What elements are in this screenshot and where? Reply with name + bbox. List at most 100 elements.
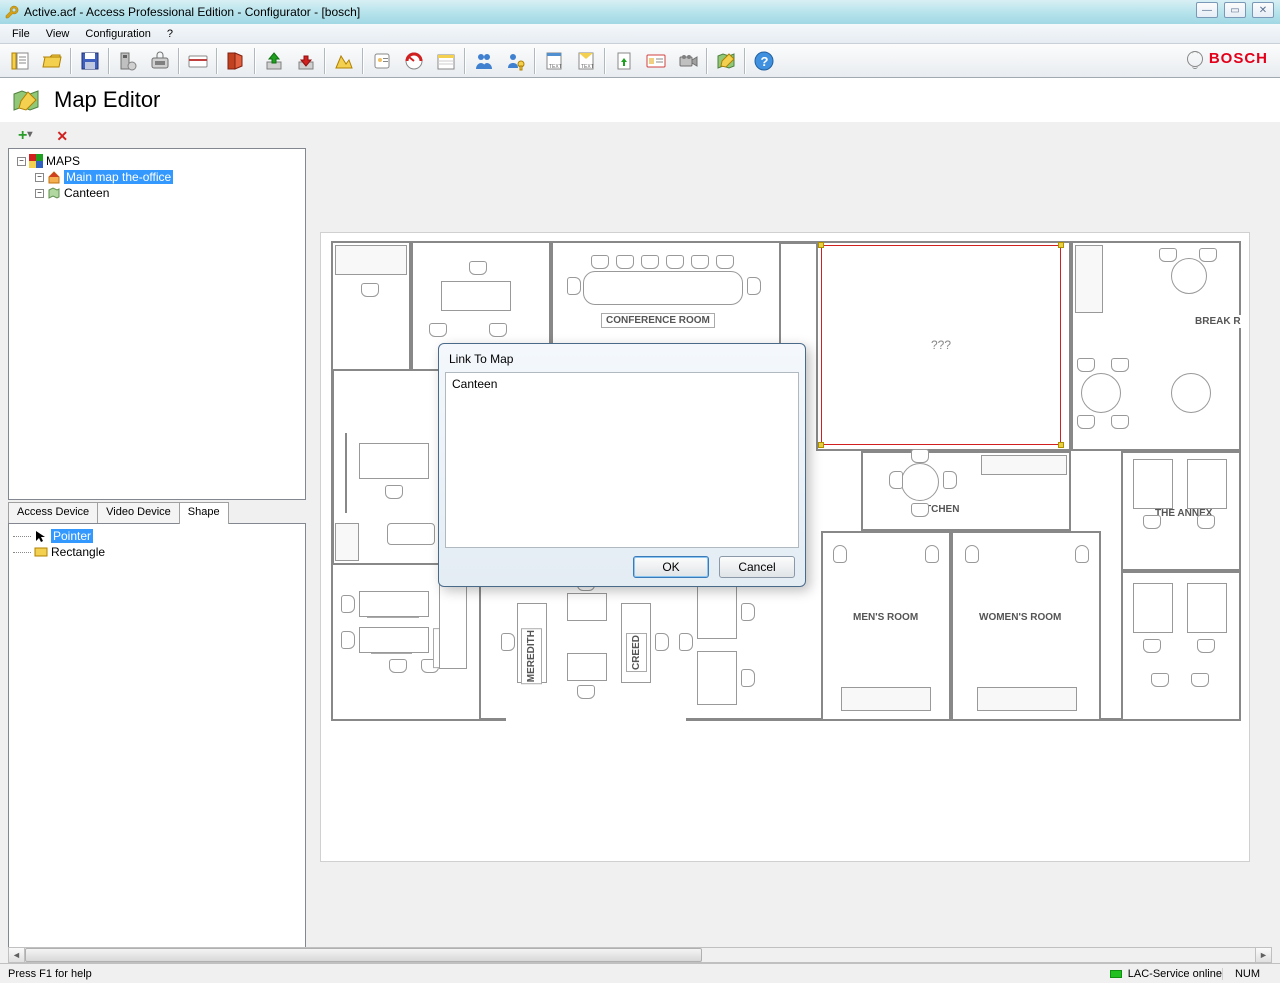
window-controls: — ▭ ✕ [1196,2,1274,18]
status-help: Press F1 for help [8,968,92,980]
log1-icon[interactable]: TEXT [539,47,569,75]
tree-item-label: Main map the-office [64,170,173,184]
svg-text:TEXT: TEXT [549,64,562,70]
room-mens: MEN'S ROOM [849,611,922,624]
room-break: BREAK R [1191,315,1245,328]
shape-rectangle[interactable]: Rectangle [13,544,301,560]
shape-list[interactable]: Pointer Rectangle [8,523,306,959]
tabs: Access Device Video Device Shape [8,502,306,524]
map-pin-icon [47,186,61,200]
resize-handle[interactable] [818,442,824,448]
room-conference: CONFERENCE ROOM [601,313,715,328]
save-icon[interactable] [75,47,105,75]
room-meredith: MEREDITH [521,628,542,684]
gauge-icon[interactable] [399,47,429,75]
doc-up-icon[interactable] [609,47,639,75]
dialog-option[interactable]: Canteen [452,377,792,391]
app-icon [4,4,20,20]
tree-item-main[interactable]: − Main map the-office [13,169,301,185]
menu-file[interactable]: File [4,26,38,42]
rectangle-icon [34,545,48,559]
upload-icon[interactable] [259,47,289,75]
help-icon[interactable]: ? [749,47,779,75]
expander-icon[interactable]: − [35,173,44,182]
expander-icon[interactable]: − [17,157,26,166]
dialog-title: Link To Map [445,350,799,372]
shape-pointer[interactable]: Pointer [13,528,301,544]
maximize-button[interactable]: ▭ [1224,2,1246,18]
menu-view[interactable]: View [38,26,78,42]
tree-root-label: MAPS [46,154,80,168]
calendar-icon[interactable] [431,47,461,75]
service-led-icon [1110,970,1122,978]
selection-rectangle[interactable]: ??? [821,245,1061,445]
status-service: LAC-Service online [1128,968,1222,980]
scroll-thumb[interactable] [25,948,702,962]
minimize-button[interactable]: — [1196,2,1218,18]
svg-text:TEXT: TEXT [581,64,594,70]
tab-video-device[interactable]: Video Device [97,502,180,524]
horizontal-scrollbar[interactable]: ◄ ► [8,947,1272,963]
resize-handle[interactable] [1058,442,1064,448]
scroll-right-icon[interactable]: ► [1255,948,1271,962]
tree-item-label: Canteen [64,186,109,200]
tree-root[interactable]: − MAPS [13,153,301,169]
shape-label: Pointer [51,529,93,543]
map-edit-icon[interactable] [711,47,741,75]
log2-icon[interactable]: TEXT [571,47,601,75]
tree-item-canteen[interactable]: − Canteen [13,185,301,201]
reader-icon[interactable] [145,47,175,75]
left-pane: +▾ ✕ − MAPS − Main map the-office − Cant… [0,122,310,963]
resize-handle[interactable] [818,242,824,248]
dialog-list[interactable]: Canteen [445,372,799,548]
area-icon[interactable] [329,47,359,75]
map-tree[interactable]: − MAPS − Main map the-office − Canteen [8,148,306,500]
main-toolbar: TEXT TEXT ? BOSCH [0,44,1280,78]
badge-icon[interactable] [367,47,397,75]
camera-icon[interactable] [673,47,703,75]
status-num: NUM [1222,968,1272,980]
room-womens: WOMEN'S ROOM [975,611,1065,624]
users-key-icon[interactable] [501,47,531,75]
expander-icon[interactable]: − [35,189,44,198]
tab-access-device[interactable]: Access Device [8,502,98,524]
dialog-buttons: OK Cancel [445,548,799,580]
download-icon[interactable] [291,47,321,75]
home-icon [47,170,61,184]
selection-label: ??? [931,338,951,352]
open-icon[interactable] [37,47,67,75]
id-card-icon[interactable] [641,47,671,75]
door-open-icon[interactable] [221,47,251,75]
shape-label: Rectangle [51,545,105,559]
pointer-icon [34,529,48,543]
users-icon[interactable] [469,47,499,75]
link-to-map-dialog: Link To Map Canteen OK Cancel [438,343,806,587]
resize-handle[interactable] [1058,242,1064,248]
window-titlebar: Active.acf - Access Professional Edition… [0,0,1280,24]
bosch-anchor-icon [1187,51,1203,67]
list-icon[interactable] [5,47,35,75]
page-title: Map Editor [54,87,160,113]
brand-name: BOSCH [1209,50,1268,67]
delete-button[interactable]: ✕ [56,128,68,145]
window-title: Active.acf - Access Professional Edition… [24,5,360,19]
status-bar: Press F1 for help LAC-Service online NUM [0,963,1280,983]
device-icon[interactable] [113,47,143,75]
scroll-track[interactable] [25,948,1255,962]
menu-configuration[interactable]: Configuration [77,26,158,42]
cancel-button[interactable]: Cancel [719,556,795,578]
add-button[interactable]: +▾ [18,127,32,145]
menu-help[interactable]: ? [159,26,181,42]
svg-text:?: ? [761,54,769,69]
map-editor-icon [12,86,40,114]
maps-icon [29,154,43,168]
close-button[interactable]: ✕ [1252,2,1274,18]
menu-bar: File View Configuration ? [0,24,1280,44]
tab-shape[interactable]: Shape [179,502,229,524]
scroll-left-icon[interactable]: ◄ [9,948,25,962]
room-creed: CREED [626,633,647,672]
page-header: Map Editor [0,78,1280,122]
ok-button[interactable]: OK [633,556,709,578]
tree-toolbar: +▾ ✕ [8,126,306,146]
card-icon[interactable] [183,47,213,75]
